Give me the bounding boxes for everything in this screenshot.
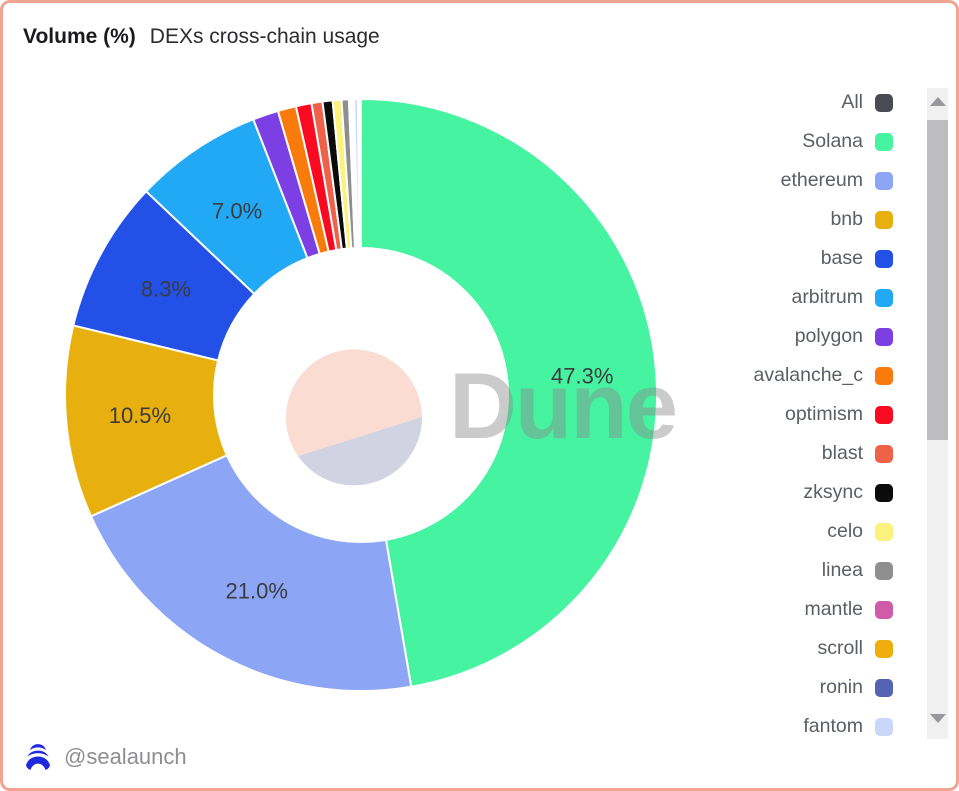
legend-label: mantle xyxy=(804,598,863,620)
legend-scrollbar[interactable] xyxy=(927,88,948,739)
legend-swatch xyxy=(875,561,893,580)
slice-label-bnb: 10.5% xyxy=(109,403,171,428)
slice-label-Solana: 47.3% xyxy=(551,364,613,389)
legend-item-blast[interactable]: blast xyxy=(754,434,893,473)
legend-item-scroll[interactable]: scroll xyxy=(754,629,893,668)
scroll-down-button[interactable] xyxy=(927,707,948,729)
slice-label-arbitrum: 7.0% xyxy=(212,198,262,223)
legend: All Solana ethereum bnb base arbitrum po… xyxy=(753,83,893,746)
pie-slice-labels: 47.3% 21.0% 10.5% 8.3% 7.0% xyxy=(109,198,614,603)
pie-slice-ethereum[interactable] xyxy=(89,453,413,692)
attribution: @sealaunch xyxy=(23,742,187,772)
legend-swatch xyxy=(875,93,893,112)
legend-label: ronin xyxy=(819,676,863,698)
legend-item-arbitrum[interactable]: arbitrum xyxy=(754,278,893,317)
legend-item-avalanche_c[interactable]: avalanche_c xyxy=(753,356,893,395)
chart-subtitle: DEXs cross-chain usage xyxy=(149,25,380,48)
legend-item-fantom[interactable]: fantom xyxy=(754,707,893,746)
legend-swatch xyxy=(875,717,893,736)
pie-slice-Solana[interactable] xyxy=(360,97,659,688)
legend-item-optimism[interactable]: optimism xyxy=(754,395,893,434)
legend-item-linea[interactable]: linea xyxy=(754,551,893,590)
legend-swatch xyxy=(875,171,893,190)
slice-label-ethereum: 21.0% xyxy=(226,579,288,604)
scroll-up-button[interactable] xyxy=(927,90,948,112)
legend-label: base xyxy=(820,247,863,269)
chart-header: Volume (%) DEXs cross-chain usage xyxy=(23,25,380,49)
legend-item-bnb[interactable]: bnb xyxy=(754,200,893,239)
legend-swatch xyxy=(875,678,893,697)
scrollbar-thumb[interactable] xyxy=(927,120,948,440)
legend-label: arbitrum xyxy=(791,286,863,308)
legend-swatch xyxy=(875,639,893,658)
legend-item-mantle[interactable]: mantle xyxy=(754,590,893,629)
legend-swatch xyxy=(875,522,893,541)
legend-item-celo[interactable]: celo xyxy=(754,512,893,551)
legend-label: blast xyxy=(821,442,863,464)
legend-swatch xyxy=(875,366,893,385)
legend-label: Solana xyxy=(802,130,863,152)
legend-label: avalanche_c xyxy=(753,364,864,386)
legend-item-all[interactable]: All xyxy=(754,83,893,122)
legend-swatch xyxy=(875,327,893,346)
slice-label-base: 8.3% xyxy=(141,277,191,302)
legend-label: zksync xyxy=(803,481,863,503)
legend-item-zksync[interactable]: zksync xyxy=(754,473,893,512)
legend-label: polygon xyxy=(794,325,863,347)
legend-swatch xyxy=(875,483,893,502)
donut-chart: 47.3% 21.0% 10.5% 8.3% 7.0% xyxy=(63,97,659,692)
legend-item-ethereum[interactable]: ethereum xyxy=(754,161,893,200)
legend-item-polygon[interactable]: polygon xyxy=(754,317,893,356)
legend-swatch xyxy=(875,444,893,463)
attribution-handle: @sealaunch xyxy=(64,744,187,769)
metric-title: Volume (%) xyxy=(23,25,136,48)
legend-item-solana[interactable]: Solana xyxy=(754,122,893,161)
legend-label: All xyxy=(841,91,863,113)
legend-swatch xyxy=(875,132,893,151)
scroll-up-icon xyxy=(929,96,946,106)
legend-label: celo xyxy=(827,520,863,542)
legend-label: bnb xyxy=(830,208,863,230)
legend-swatch xyxy=(875,288,893,307)
pie-slices xyxy=(63,97,659,692)
legend-swatch xyxy=(875,210,893,229)
legend-swatch xyxy=(875,600,893,619)
legend-item-ronin[interactable]: ronin xyxy=(754,668,893,707)
legend-swatch xyxy=(875,249,893,268)
scroll-down-icon xyxy=(929,713,946,723)
legend-item-base[interactable]: base xyxy=(754,239,893,278)
sealaunch-logo-icon xyxy=(26,744,50,770)
legend-label: optimism xyxy=(784,403,863,425)
legend-label: fantom xyxy=(803,715,863,737)
legend-label: ethereum xyxy=(780,169,863,191)
legend-label: scroll xyxy=(817,637,863,659)
legend-label: linea xyxy=(821,559,863,581)
center-logo xyxy=(286,349,423,486)
legend-swatch xyxy=(875,405,893,424)
